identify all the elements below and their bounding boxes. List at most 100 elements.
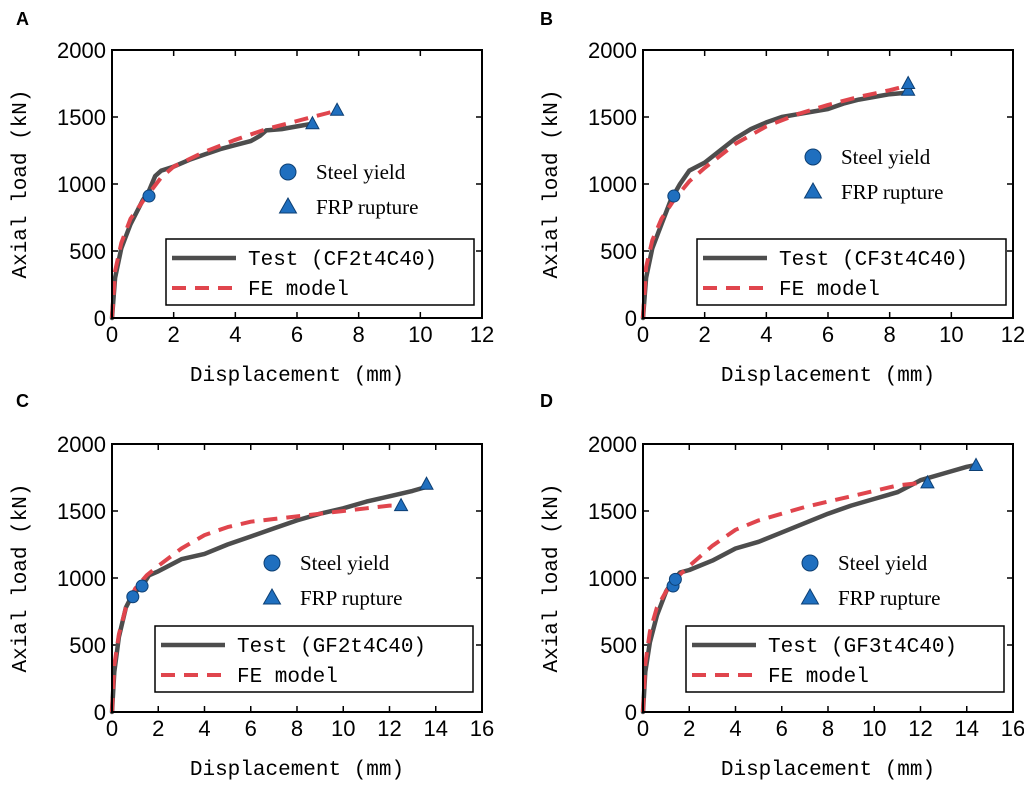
plot-frame bbox=[642, 49, 1014, 319]
x-tick-label: 2 bbox=[168, 322, 180, 347]
chart-panel-b: B 0 2 4 6 8 10 12 0 500 1000 1500 2000 Displacement (… bbox=[540, 9, 1024, 388]
y-tick-label: 0 bbox=[625, 700, 637, 725]
x-tick-label: 2 bbox=[683, 716, 695, 741]
legend-test-label: Test (GF3t4C40) bbox=[768, 636, 957, 659]
x-tick-label: 0 bbox=[637, 322, 649, 347]
legend-fe-label: FE model bbox=[779, 279, 880, 302]
plot-frame bbox=[111, 49, 483, 319]
y-tick-label: 500 bbox=[600, 633, 637, 658]
legend-frp-rupture-label: FRP rupture bbox=[838, 586, 940, 610]
x-tick-label: 10 bbox=[331, 716, 355, 741]
legend-steel-yield-label: Steel yield bbox=[316, 160, 406, 184]
y-tick-label: 0 bbox=[94, 700, 106, 725]
x-tick-label: 16 bbox=[1001, 716, 1024, 741]
steel-yield-marker bbox=[667, 189, 681, 203]
legend-steel-yield-label: Steel yield bbox=[300, 551, 390, 575]
x-tick-label: 8 bbox=[884, 322, 896, 347]
legend-frp-rupture-label: FRP rupture bbox=[300, 586, 402, 610]
panel-letter: B bbox=[540, 9, 553, 29]
frp-rupture-marker bbox=[329, 102, 345, 116]
steel-yield-marker bbox=[142, 189, 156, 203]
x-tick-label: 2 bbox=[152, 716, 164, 741]
x-tick-label: 2 bbox=[699, 322, 711, 347]
x-tick-label: 4 bbox=[229, 322, 241, 347]
x-tick-label: 12 bbox=[377, 716, 401, 741]
frp-rupture-marker bbox=[900, 82, 916, 96]
y-tick-label: 1000 bbox=[588, 566, 637, 591]
x-tick-label: 4 bbox=[760, 322, 772, 347]
x-tick-label: 4 bbox=[729, 716, 741, 741]
y-tick-label: 0 bbox=[94, 306, 106, 331]
fe-model-line bbox=[110, 503, 402, 713]
x-tick-label: 0 bbox=[106, 322, 118, 347]
test-line bbox=[109, 484, 429, 715]
frp-rupture-marker bbox=[900, 75, 916, 89]
y-tick-label: 500 bbox=[600, 239, 637, 264]
legend-frp-rupture-symbol bbox=[800, 587, 820, 605]
legend-frp-rupture-symbol bbox=[803, 181, 823, 199]
x-tick-label: 6 bbox=[822, 322, 834, 347]
legend-test-label: Test (CF2t4C40) bbox=[248, 249, 437, 272]
line-legend-box bbox=[165, 238, 475, 306]
panel-letter: D bbox=[540, 391, 553, 411]
frp-rupture-marker bbox=[920, 474, 935, 489]
legend-fe-label: FE model bbox=[248, 279, 349, 302]
y-tick-label: 500 bbox=[69, 239, 106, 264]
y-tick-label: 1000 bbox=[57, 566, 106, 591]
steel-yield-marker bbox=[668, 572, 682, 586]
y-tick-label: 2000 bbox=[57, 432, 106, 457]
line-legend-box bbox=[696, 238, 1007, 306]
chart-panel-a: A 0 2 4 6 8 10 12 0 500 1000 1500 2000 Displacement (… bbox=[10, 9, 494, 388]
x-tick-label: 8 bbox=[353, 322, 365, 347]
legend-steel-yield-symbol bbox=[279, 163, 297, 181]
x-axis-label: Displacement (mm) bbox=[190, 759, 404, 782]
legend-frp-rupture-symbol bbox=[278, 196, 298, 214]
y-tick-label: 0 bbox=[625, 306, 637, 331]
x-tick-label: 16 bbox=[470, 716, 494, 741]
legend-test-label: Test (GF2t4C40) bbox=[237, 636, 426, 659]
legend-steel-yield-symbol bbox=[801, 554, 819, 572]
y-tick-label: 2000 bbox=[588, 432, 637, 457]
x-tick-label: 8 bbox=[822, 716, 834, 741]
legend-frp-rupture-label: FRP rupture bbox=[841, 180, 943, 204]
x-tick-label: 12 bbox=[470, 322, 494, 347]
y-tick-label: 1000 bbox=[588, 172, 637, 197]
x-tick-label: 10 bbox=[862, 716, 886, 741]
plot-frame bbox=[642, 443, 1014, 713]
y-tick-label: 1000 bbox=[57, 172, 106, 197]
legend-steel-yield-label: Steel yield bbox=[841, 145, 931, 169]
x-axis-label: Displacement (mm) bbox=[721, 759, 935, 782]
plot-frame bbox=[111, 443, 483, 713]
chart-panel-c: C 0 2 4 6 8 10 12 14 16 0 500 1000 1500 2000 Displaceme… bbox=[10, 391, 494, 782]
y-tick-label: 1500 bbox=[57, 105, 106, 130]
y-tick-label: 1500 bbox=[588, 105, 637, 130]
y-axis-label: Axial load (kN) bbox=[10, 89, 33, 278]
frp-rupture-marker bbox=[968, 457, 984, 471]
x-axis-label: Displacement (mm) bbox=[190, 365, 404, 388]
fe-model-line bbox=[110, 108, 338, 319]
fe-model-line bbox=[641, 84, 906, 319]
legend-frp-rupture-label: FRP rupture bbox=[316, 195, 418, 219]
legend-steel-yield-symbol bbox=[804, 148, 822, 166]
x-tick-label: 10 bbox=[939, 322, 963, 347]
x-tick-label: 6 bbox=[291, 322, 303, 347]
frp-rupture-marker bbox=[393, 497, 409, 512]
y-axis-label: Axial load (kN) bbox=[541, 89, 564, 278]
legend-frp-rupture-symbol bbox=[262, 587, 282, 605]
x-tick-label: 0 bbox=[637, 716, 649, 741]
panel-letter: C bbox=[16, 391, 29, 411]
line-legend-box bbox=[154, 625, 474, 693]
y-axis-label: Axial load (kN) bbox=[541, 483, 564, 672]
y-tick-label: 1500 bbox=[588, 499, 637, 524]
y-tick-label: 2000 bbox=[588, 38, 637, 63]
frp-rupture-marker bbox=[305, 115, 320, 130]
fe-model-line bbox=[641, 480, 928, 713]
x-tick-label: 14 bbox=[955, 716, 979, 741]
x-axis-label: Displacement (mm) bbox=[721, 365, 935, 388]
legend-steel-yield-label: Steel yield bbox=[838, 551, 928, 575]
x-tick-label: 6 bbox=[245, 716, 257, 741]
x-tick-label: 14 bbox=[424, 716, 448, 741]
x-tick-label: 12 bbox=[908, 716, 932, 741]
frp-rupture-marker bbox=[419, 476, 434, 490]
